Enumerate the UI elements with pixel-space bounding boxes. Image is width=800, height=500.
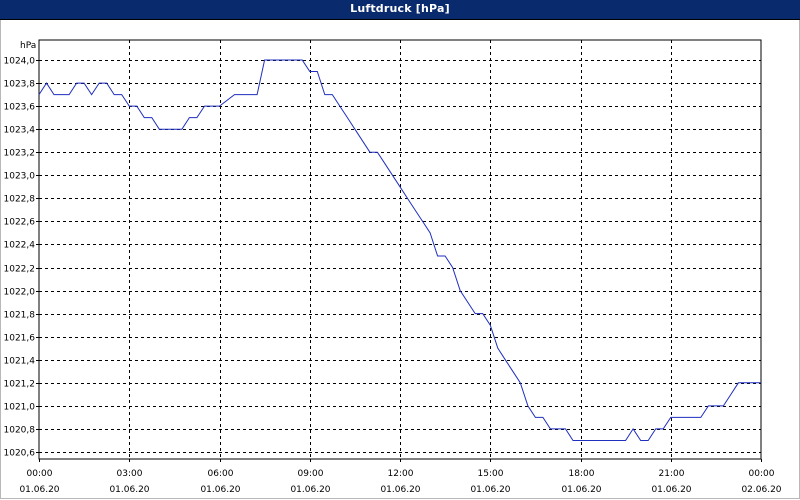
x-tick-time-label: 03:00: [117, 469, 143, 479]
x-tick-date-label: 01.06.20: [651, 485, 691, 495]
x-tick-time-label: 18:00: [569, 469, 595, 479]
y-tick-label: 1020,8: [4, 426, 36, 436]
y-tick-label: 1023,0: [4, 172, 36, 182]
y-tick-label: 1021,0: [4, 403, 36, 413]
chart-title: Luftdruck [hPa]: [350, 2, 450, 15]
x-tick-date-label: 01.06.20: [561, 485, 601, 495]
y-tick-label: 1022,2: [4, 265, 36, 275]
y-tick-label: 1023,4: [4, 126, 36, 136]
y-tick-label: 1021,2: [4, 380, 36, 390]
y-tick-label: 1020,6: [4, 449, 36, 459]
x-tick-date-label: 02.06.20: [741, 485, 781, 495]
y-tick-label: 1024,0: [4, 57, 36, 67]
x-tick-time-label: 15:00: [478, 469, 504, 479]
axes: [36, 39, 762, 462]
y-tick-labels: 1020,6 1020,8 1021,0 1021,2 1021,4 1021,6 1021…: [4, 57, 36, 459]
series-layer: [38, 59, 761, 441]
y-tick-label: 1023,2: [4, 149, 36, 159]
title-bar: Luftdruck [hPa]: [0, 0, 800, 20]
x-tick-date-label: 01.06.20: [470, 485, 510, 495]
x-tick-time-label: 00:00: [749, 469, 775, 479]
y-tick-label: 1022,4: [4, 241, 36, 251]
x-tick-time-label: 06:00: [208, 469, 234, 479]
x-tick-date-label: 01.06.20: [109, 485, 149, 495]
series-line: [38, 59, 761, 441]
y-axis-title: hPa: [20, 41, 36, 51]
x-tick-time-label: 21:00: [659, 469, 685, 479]
y-tick-label: 1021,4: [4, 357, 36, 367]
y-tick-label: 1021,6: [4, 334, 36, 344]
x-tick-labels: 00:00 01.06.20 03:00 01.06.20 06:00 01.06.20 0…: [19, 469, 781, 495]
x-tick-time-label: 12:00: [388, 469, 414, 479]
x-tick-time-label: 09:00: [298, 469, 324, 479]
grid-lines: [39, 40, 761, 459]
y-tick-label: 1023,6: [4, 103, 36, 113]
x-tick-date-label: 01.06.20: [380, 485, 420, 495]
y-tick-label: 1022,0: [4, 288, 36, 298]
x-tick-date-label: 01.06.20: [19, 485, 59, 495]
y-tick-label: 1021,8: [4, 311, 36, 321]
y-tick-label: 1022,8: [4, 195, 36, 205]
x-tick-time-label: 00:00: [27, 469, 53, 479]
y-tick-label: 1022,6: [4, 218, 36, 228]
x-tick-date-label: 01.06.20: [200, 485, 240, 495]
x-tick-date-label: 01.06.20: [290, 485, 330, 495]
y-tick-label: 1023,8: [4, 80, 36, 90]
